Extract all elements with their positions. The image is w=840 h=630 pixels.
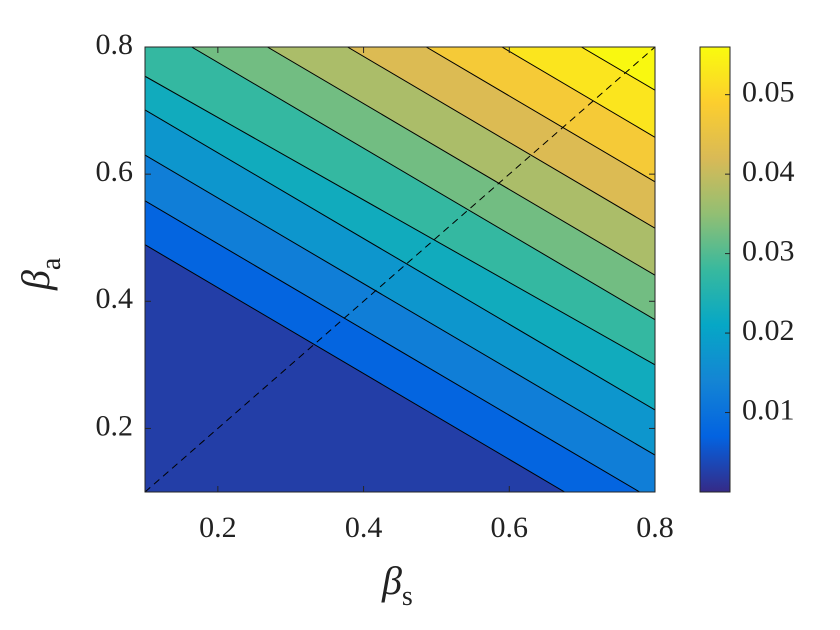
contour-line bbox=[191, 47, 655, 321]
contour-line bbox=[145, 154, 655, 456]
contour-line bbox=[145, 244, 565, 492]
y-tick-label: 0.8 bbox=[96, 28, 134, 61]
contour-line bbox=[581, 47, 655, 91]
x-tick-label: 0.8 bbox=[636, 511, 674, 544]
colorbar-tick-label: 0.02 bbox=[742, 314, 795, 347]
y-axis-label: βa bbox=[13, 257, 67, 291]
contour-line bbox=[501, 47, 655, 138]
x-label-subscript: s bbox=[402, 581, 413, 612]
x-tick-label: 0.6 bbox=[491, 511, 529, 544]
y-label-symbol: β bbox=[13, 270, 58, 291]
reference-line bbox=[145, 47, 655, 492]
y-tick-label: 0.2 bbox=[96, 409, 134, 442]
colorbar-tick-label: 0.01 bbox=[742, 393, 795, 426]
contour-line bbox=[425, 47, 655, 183]
contour-line bbox=[267, 47, 655, 276]
contour-lines bbox=[145, 47, 655, 492]
x-tick-label: 0.2 bbox=[199, 511, 237, 544]
contour-line bbox=[145, 109, 655, 411]
y-tick-label: 0.4 bbox=[96, 282, 134, 315]
plot-frame bbox=[144, 46, 656, 493]
contour-line bbox=[347, 47, 655, 229]
colorbar-tick-label: 0.05 bbox=[742, 76, 795, 109]
y-tick-label: 0.6 bbox=[96, 155, 134, 188]
contour-line bbox=[145, 75, 655, 366]
colorbar-tick-label: 0.04 bbox=[742, 155, 795, 188]
colorbar-tick-label: 0.03 bbox=[742, 234, 795, 267]
y-label-subscript: a bbox=[36, 257, 67, 270]
colorbar bbox=[699, 46, 731, 493]
axes: 0.2 0.4 0.6 0.8 0.2 0.4 0.6 0.8 0.01 0.02 0.03 0.04… bbox=[96, 28, 795, 544]
x-axis-label: βs bbox=[381, 558, 413, 612]
contour-line bbox=[145, 200, 640, 492]
x-tick-label: 0.4 bbox=[345, 511, 383, 544]
x-label-symbol: β bbox=[381, 558, 402, 603]
